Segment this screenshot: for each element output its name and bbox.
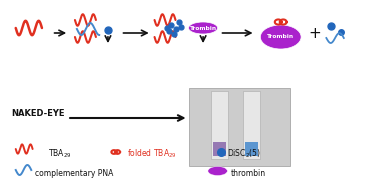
FancyBboxPatch shape [213,142,226,156]
Ellipse shape [260,25,301,49]
Ellipse shape [188,22,218,34]
Text: +: + [308,26,321,40]
FancyBboxPatch shape [188,88,290,166]
Text: folded TBA$_{29}$: folded TBA$_{29}$ [127,148,177,160]
Text: Trombin: Trombin [267,35,294,40]
Text: DiSC$_2$(5): DiSC$_2$(5) [227,148,262,160]
Text: complementary PNA: complementary PNA [35,169,114,177]
FancyBboxPatch shape [243,91,260,159]
Text: thrombin: thrombin [230,169,265,177]
FancyBboxPatch shape [245,142,258,156]
Text: Trombin: Trombin [190,26,217,30]
Ellipse shape [208,167,227,176]
Text: NAKED-EYE: NAKED-EYE [11,108,64,118]
Text: TBA$_{29}$: TBA$_{29}$ [48,148,71,160]
FancyBboxPatch shape [211,91,228,159]
